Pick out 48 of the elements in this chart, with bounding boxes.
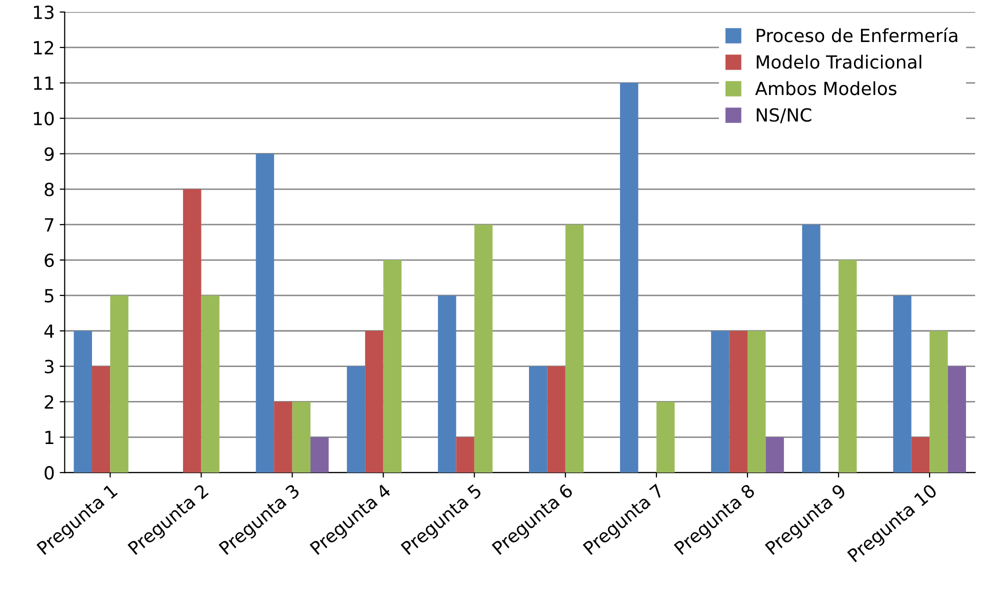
- y-tick-label: 1: [45, 430, 54, 444]
- bar: [547, 366, 566, 473]
- bar: [110, 295, 128, 473]
- bar: [528, 366, 548, 473]
- bar: [729, 330, 748, 473]
- bar: [201, 295, 220, 473]
- bar: [74, 330, 92, 473]
- y-tick-label: 7: [44, 218, 54, 232]
- legend-label: Ambos Modelos: [755, 81, 896, 96]
- bar: [183, 189, 202, 473]
- y-tick-label: 4: [44, 324, 54, 338]
- bar: [565, 224, 584, 473]
- y-tick-label: 9: [44, 147, 54, 161]
- bar: [92, 366, 110, 473]
- bar: [456, 437, 474, 473]
- y-tick-label: 0: [44, 466, 54, 480]
- bar: [911, 437, 930, 473]
- bar: [256, 154, 274, 473]
- bar: [292, 402, 310, 473]
- bar: [310, 437, 329, 473]
- legend-label: Modelo Tradicional: [756, 54, 922, 69]
- bar: [948, 366, 966, 473]
- bar: [438, 295, 456, 473]
- bar: [802, 224, 820, 473]
- y-tick-label: 2: [44, 395, 54, 409]
- bar: [620, 82, 638, 473]
- bar: [383, 260, 402, 473]
- bar: [711, 330, 730, 473]
- bar: [365, 330, 384, 473]
- y-tick-label: 12: [34, 40, 54, 54]
- bar: [346, 366, 366, 473]
- bar: [656, 402, 675, 473]
- bar: [274, 402, 292, 473]
- y-tick-label: 11: [34, 76, 54, 90]
- y-tick-label: 6: [44, 253, 54, 268]
- y-tick-label: 3: [44, 360, 54, 374]
- bar: [474, 224, 493, 473]
- bar: [893, 295, 912, 473]
- legend-label: NS/NC: [756, 108, 812, 124]
- y-tick-label: 8: [44, 182, 54, 196]
- legend-label: Proceso de Enfermería: [756, 28, 958, 42]
- bar: [838, 260, 857, 473]
- y-tick-label: 5: [44, 289, 54, 303]
- bar: [747, 330, 766, 473]
- y-tick-label: 13: [34, 6, 54, 20]
- y-tick-label: 10: [34, 112, 54, 126]
- bar: [930, 330, 948, 473]
- bar: [766, 437, 784, 473]
